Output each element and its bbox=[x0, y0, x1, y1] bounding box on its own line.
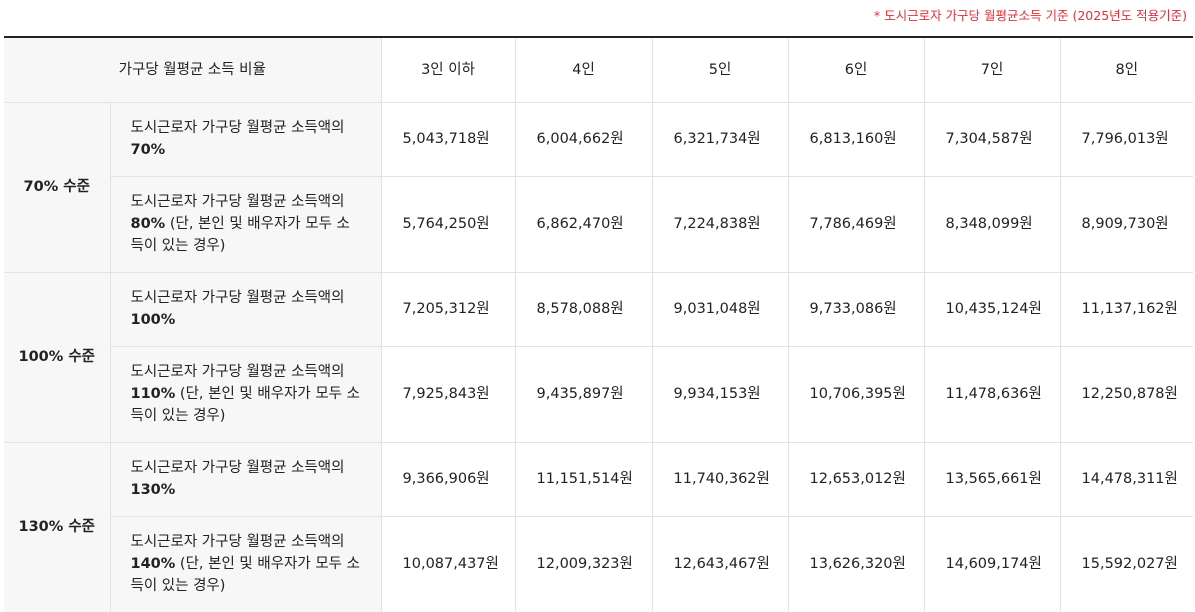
description-text: 도시근로자 가구당 월평균 소득액의 bbox=[130, 120, 345, 136]
header-income-ratio: 가구당 월평균 소득 비율 bbox=[4, 37, 382, 103]
income-amount-cell: 8,578,088원 bbox=[514, 271, 653, 347]
income-amount-cell: 5,764,250원 bbox=[380, 175, 516, 273]
ratio-description: 도시근로자 가구당 월평균 소득액의 100% bbox=[109, 271, 382, 347]
description-text: 도시근로자 가구당 월평균 소득액의 bbox=[130, 364, 345, 380]
table-row: 도시근로자 가구당 월평균 소득액의 140% (단, 본인 및 배우자가 모두… bbox=[4, 515, 1194, 612]
description-condition: (단, 본인 및 배우자가 모두 소득이 있는 경우) bbox=[130, 216, 350, 254]
description-condition: (단, 본인 및 배우자가 모두 소득이 있는 경우) bbox=[130, 386, 360, 424]
income-amount-cell: 10,706,395원 bbox=[787, 345, 925, 443]
table-row: 130% 수준 도시근로자 가구당 월평균 소득액의 130% 9,366,906원… bbox=[4, 441, 1194, 612]
income-amount-cell: 12,250,878원 bbox=[1059, 345, 1194, 443]
income-amount-cell: 9,934,153원 bbox=[651, 345, 789, 443]
table-row: 도시근로자 가구당 월평균 소득액의 80% (단, 본인 및 배우자가 모두 … bbox=[4, 175, 1194, 273]
header-household-7: 7인 bbox=[923, 37, 1061, 103]
income-level-label: 130% 수준 bbox=[4, 441, 111, 612]
income-amount-cell: 12,643,467원 bbox=[651, 515, 789, 612]
header-household-4: 4인 bbox=[514, 37, 653, 103]
income-amount-cell: 11,478,636원 bbox=[923, 345, 1061, 443]
income-amount-cell: 11,151,514원 bbox=[514, 441, 653, 517]
table-body: 70% 수준 도시근로자 가구당 월평균 소득액의 70% 5,043,718원 6,… bbox=[4, 101, 1194, 612]
ratio-percent: 110% bbox=[130, 386, 176, 402]
table-row: 70% 수준 도시근로자 가구당 월평균 소득액의 70% 5,043,718원 6,… bbox=[4, 101, 1194, 273]
ratio-description: 도시근로자 가구당 월평균 소득액의 140% (단, 본인 및 배우자가 모두… bbox=[110, 515, 382, 612]
income-amount-cell: 10,435,124원 bbox=[923, 271, 1061, 347]
description-text: 도시근로자 가구당 월평균 소득액의 bbox=[130, 534, 345, 550]
criteria-note-text: 도시근로자 가구당 월평균소득 기준 (2025년도 적용기준) bbox=[884, 8, 1187, 23]
income-amount-cell: 12,653,012원 bbox=[787, 441, 925, 517]
ratio-description: 도시근로자 가구당 월평균 소득액의 70% bbox=[109, 101, 382, 177]
income-amount-cell: 9,733,086원 bbox=[787, 271, 925, 347]
income-amount-cell: 9,031,048원 bbox=[651, 271, 789, 347]
income-ratio-table: 가구당 월평균 소득 비율 3인 이하 4인 5인 6인 7인 8인 70% 수… bbox=[4, 36, 1194, 612]
income-amount-cell: 9,435,897원 bbox=[514, 345, 653, 443]
description-text: 도시근로자 가구당 월평균 소득액의 bbox=[130, 460, 345, 476]
ratio-percent: 130% bbox=[130, 482, 176, 498]
income-amount-cell: 12,009,323원 bbox=[514, 515, 653, 612]
ratio-percent: 70% bbox=[130, 142, 166, 158]
income-amount-cell: 6,004,662원 bbox=[514, 101, 653, 177]
income-amount-cell: 7,205,312원 bbox=[380, 271, 516, 347]
description-condition: (단, 본인 및 배우자가 모두 소득이 있는 경우) bbox=[130, 556, 360, 594]
ratio-description: 도시근로자 가구당 월평균 소득액의 130% bbox=[109, 441, 382, 517]
income-amount-cell: 14,609,174원 bbox=[923, 515, 1061, 612]
income-amount-cell: 14,478,311원 bbox=[1059, 441, 1194, 517]
income-amount-cell: 9,366,906원 bbox=[380, 441, 516, 517]
income-amount-cell: 7,786,469원 bbox=[787, 175, 925, 273]
income-amount-cell: 11,137,162원 bbox=[1059, 271, 1194, 347]
income-amount-cell: 7,304,587원 bbox=[923, 101, 1061, 177]
income-amount-cell: 6,321,734원 bbox=[651, 101, 789, 177]
income-amount-cell: 6,813,160원 bbox=[787, 101, 925, 177]
asterisk-mark: * bbox=[873, 8, 881, 23]
header-household-8: 8인 bbox=[1059, 37, 1194, 103]
header-household-5: 5인 bbox=[651, 37, 789, 103]
income-amount-cell: 5,043,718원 bbox=[380, 101, 516, 177]
criteria-note: * 도시근로자 가구당 월평균소득 기준 (2025년도 적용기준) bbox=[874, 5, 1187, 24]
income-level-label: 100% 수준 bbox=[4, 271, 111, 443]
table-header-row: 가구당 월평균 소득 비율 3인 이하 4인 5인 6인 7인 8인 bbox=[4, 37, 1194, 103]
ratio-description: 도시근로자 가구당 월평균 소득액의 80% (단, 본인 및 배우자가 모두 … bbox=[110, 175, 382, 273]
income-amount-cell: 8,348,099원 bbox=[923, 175, 1061, 273]
ratio-percent: 80% bbox=[130, 216, 166, 232]
description-text: 도시근로자 가구당 월평균 소득액의 bbox=[130, 290, 345, 306]
ratio-percent: 100% bbox=[130, 312, 176, 328]
income-amount-cell: 13,565,661원 bbox=[923, 441, 1061, 517]
header-household-6: 6인 bbox=[787, 37, 925, 103]
income-amount-cell: 13,626,320원 bbox=[787, 515, 925, 612]
ratio-percent: 140% bbox=[130, 556, 176, 572]
income-amount-cell: 15,592,027원 bbox=[1059, 515, 1194, 612]
table-row: 100% 수준 도시근로자 가구당 월평균 소득액의 100% 7,205,312원… bbox=[4, 271, 1194, 443]
income-amount-cell: 11,740,362원 bbox=[651, 441, 789, 517]
header-household-3-or-less: 3인 이하 bbox=[380, 37, 516, 103]
income-level-label: 70% 수준 bbox=[4, 101, 111, 273]
income-amount-cell: 7,224,838원 bbox=[651, 175, 789, 273]
income-amount-cell: 7,796,013원 bbox=[1059, 101, 1194, 177]
ratio-description: 도시근로자 가구당 월평균 소득액의 110% (단, 본인 및 배우자가 모두… bbox=[110, 345, 382, 443]
income-amount-cell: 8,909,730원 bbox=[1059, 175, 1194, 273]
description-text: 도시근로자 가구당 월평균 소득액의 bbox=[130, 194, 345, 210]
table-row: 도시근로자 가구당 월평균 소득액의 110% (단, 본인 및 배우자가 모두… bbox=[4, 345, 1194, 443]
income-amount-cell: 6,862,470원 bbox=[514, 175, 653, 273]
income-amount-cell: 7,925,843원 bbox=[380, 345, 516, 443]
income-amount-cell: 10,087,437원 bbox=[380, 515, 516, 612]
